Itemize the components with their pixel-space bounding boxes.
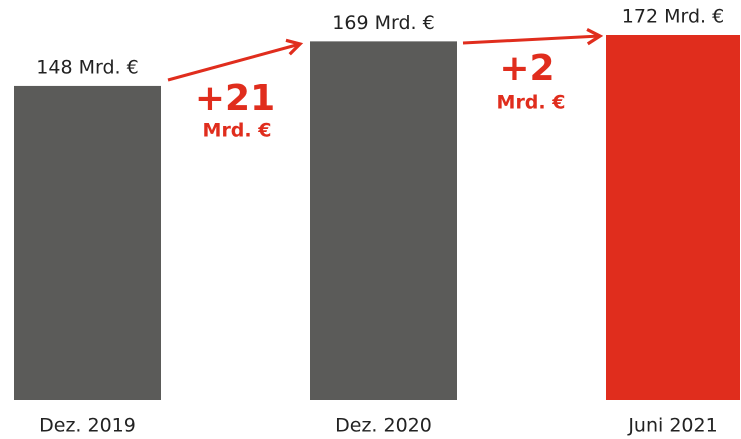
- x-tick-label: Dez. 2020: [335, 415, 432, 437]
- x-tick-label: Juni 2021: [627, 415, 717, 437]
- value-label: 172 Mrd. €: [622, 6, 724, 28]
- annotation: +21: [195, 78, 275, 119]
- bar: [310, 41, 457, 401]
- arrow: [167, 38, 304, 82]
- bar: [606, 35, 740, 400]
- x-tick-label: Dez. 2019: [39, 415, 136, 437]
- arrow: [462, 28, 604, 46]
- annotation: +2: [499, 48, 554, 89]
- value-label: 169 Mrd. €: [332, 12, 434, 34]
- annotation-unit: Mrd. €: [497, 92, 566, 114]
- bar: [14, 85, 161, 400]
- annotation-unit: Mrd. €: [203, 120, 272, 142]
- value-label: 148 Mrd. €: [36, 56, 138, 78]
